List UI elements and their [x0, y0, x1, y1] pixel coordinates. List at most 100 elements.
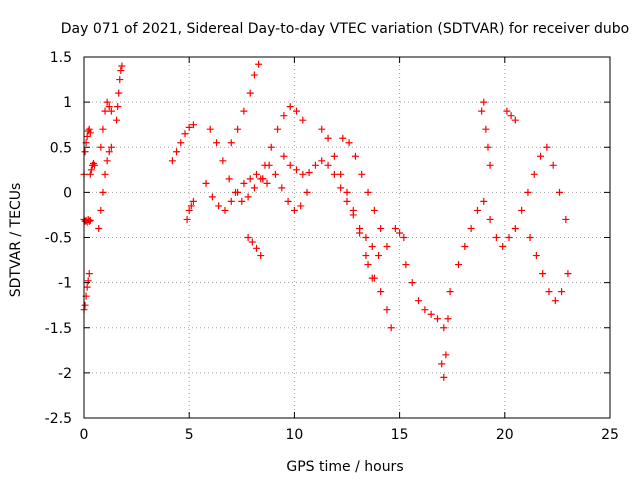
data-point [339, 134, 347, 142]
y-tick-label: -2 [58, 366, 72, 382]
data-point [263, 179, 271, 187]
data-point [356, 229, 364, 237]
x-tick-label: 5 [185, 427, 194, 443]
data-point [444, 315, 452, 323]
data-point [364, 188, 372, 196]
data-point [105, 103, 113, 111]
data-point [244, 234, 252, 241]
data-point [387, 324, 395, 332]
data-point [219, 157, 227, 165]
data-point [482, 125, 490, 133]
y-axis-label: SDTVAR / TECUs [8, 183, 24, 298]
data-point [368, 243, 376, 251]
data-point [532, 252, 540, 260]
data-point [244, 193, 252, 201]
data-point [545, 288, 553, 296]
series-arc-s [364, 261, 395, 332]
series-arc-f [97, 98, 115, 151]
y-tick-label: -1.5 [45, 321, 72, 337]
data-point [185, 206, 193, 214]
data-point [562, 215, 570, 223]
data-point [362, 234, 370, 241]
data-point [358, 170, 366, 178]
x-tick-label: 20 [496, 427, 514, 443]
data-point [293, 166, 301, 174]
data-point [343, 188, 351, 196]
y-tick-label: 1 [63, 95, 72, 111]
data-point [318, 125, 326, 133]
data-point [299, 170, 307, 178]
data-point [558, 288, 566, 296]
data-point [440, 324, 448, 332]
data-point [173, 148, 181, 156]
data-point [324, 161, 332, 169]
data-point [503, 107, 511, 115]
data-point [324, 134, 332, 142]
data-point [524, 188, 532, 196]
data-point [213, 139, 221, 147]
data-point [330, 152, 338, 160]
series-arc-w [455, 197, 519, 269]
data-point [480, 197, 488, 205]
data-point [177, 139, 185, 147]
data-point [280, 152, 288, 160]
series-arc-v [438, 288, 454, 381]
data-point [91, 161, 99, 169]
data-point [97, 206, 105, 214]
data-point [467, 224, 475, 232]
data-point [271, 170, 279, 178]
data-point [257, 252, 265, 260]
data-point [231, 188, 239, 196]
data-point [461, 243, 469, 251]
data-point [85, 125, 93, 133]
data-point [486, 215, 494, 223]
data-point [427, 310, 435, 318]
data-point [86, 129, 94, 137]
data-point [107, 107, 115, 115]
data-point [107, 143, 115, 151]
data-point [168, 157, 176, 165]
x-tick-label: 15 [391, 427, 409, 443]
data-point [86, 216, 94, 224]
data-point [383, 243, 391, 251]
x-axis-label: GPS time / hours [286, 459, 403, 475]
y-tick-label: 0 [63, 185, 72, 201]
series-arc-x [478, 98, 494, 169]
data-point [221, 206, 229, 214]
data-point [343, 197, 351, 205]
data-point [238, 197, 246, 205]
x-tick-label: 10 [285, 427, 303, 443]
data-point [511, 116, 519, 124]
data-point [337, 184, 345, 192]
data-point [518, 206, 526, 214]
data-point [442, 351, 450, 359]
series-arc-aa [526, 234, 572, 305]
data-point [227, 139, 235, 147]
data-point [400, 234, 408, 241]
data-point [189, 197, 197, 205]
data-point [511, 224, 519, 232]
data-point [215, 202, 223, 210]
series-arc-z [518, 143, 570, 223]
data-point [539, 270, 547, 278]
data-point [240, 179, 248, 187]
series-arc-h [168, 121, 197, 165]
data-point [81, 301, 89, 309]
x-tick-label: 25 [601, 427, 619, 443]
data-point [455, 261, 463, 269]
data-point [99, 125, 107, 133]
data-point [415, 297, 423, 305]
data-point [345, 139, 353, 147]
series-arc-r [339, 134, 391, 251]
data-point [99, 188, 107, 196]
series-arc-g [113, 62, 126, 124]
data-point [255, 60, 263, 68]
data-point [286, 161, 294, 169]
data-point [293, 107, 301, 115]
series-arc-l [227, 60, 263, 147]
data-point [480, 98, 488, 106]
data-point [337, 170, 345, 178]
plot-points [80, 60, 572, 381]
data-point [438, 360, 446, 368]
